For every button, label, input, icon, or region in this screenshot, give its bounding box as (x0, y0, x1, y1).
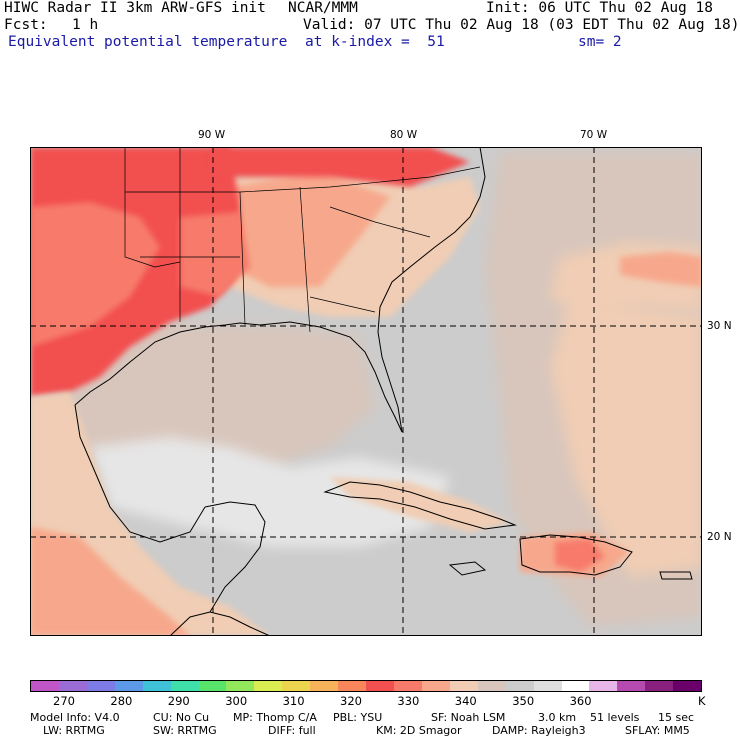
level-label: at k-index = 51 (305, 34, 445, 50)
colorbar-tick-label: 330 (397, 694, 420, 708)
pbl-scheme: PBL: YSU (333, 711, 383, 724)
colorbar-swatch (310, 681, 339, 691)
valid-time: Valid: 07 UTC Thu 02 Aug 18 (03 EDT Thu … (303, 17, 740, 33)
cuba-outline (323, 481, 517, 530)
colorbar-swatch (673, 681, 702, 691)
lat-label-30n: 30 N (707, 320, 732, 332)
colorbar-swatch (226, 681, 255, 691)
surface-scheme: SF: Noah LSM (431, 711, 506, 724)
se-us-warmer (230, 172, 390, 287)
coastlines (74, 147, 693, 636)
cumulus-scheme: CU: No Cu (153, 711, 210, 724)
colorbar-tick-label: 310 (282, 694, 305, 708)
colorbar-swatch (86, 681, 115, 691)
colorbar-swatch (142, 681, 171, 691)
colorbar-swatch (198, 681, 227, 691)
colorbar-swatch (449, 681, 478, 691)
colorbar-swatch (561, 681, 590, 691)
colorbar-swatch (31, 681, 59, 691)
vertical-levels: 51 levels (590, 711, 640, 724)
mexico-gulf-coast (74, 404, 206, 543)
colorbar (30, 680, 702, 692)
colorbar-tick-label: 340 (454, 694, 477, 708)
border-line (125, 166, 481, 193)
diffusion-option: DIFF: full (268, 724, 316, 737)
colorbar-swatch (338, 681, 367, 691)
colorbar-swatch (393, 681, 422, 691)
border-line (329, 206, 431, 238)
map-frame (30, 147, 702, 636)
colorbar-swatch (533, 681, 562, 691)
timestep: 15 sec (658, 711, 695, 724)
lon-label-70w: 70 W (580, 129, 608, 141)
colorbar-tick-label: 280 (110, 694, 133, 708)
colorbar-tick-label: 270 (53, 694, 75, 708)
mississippi-salmon (180, 212, 250, 297)
microphysics-scheme: MP: Thomp C/A (233, 711, 317, 724)
longwave-scheme: LW: RRTMG (43, 724, 105, 737)
lon-label-90w: 90 W (198, 129, 226, 141)
forecast-label: Fcst: (4, 17, 48, 33)
colorbar-tick-label: 290 (167, 694, 190, 708)
colorbar-tick-label: 360 (569, 694, 592, 708)
florida-east-coast (377, 147, 486, 433)
hispaniola-outline (519, 534, 633, 576)
colorbar-swatch (366, 681, 394, 691)
field-name: Equivalent potential temperature (8, 34, 288, 50)
cuba-warm (330, 477, 510, 532)
colorbar-swatch (421, 681, 450, 691)
texas-inner-salmon (30, 202, 160, 347)
colorbar-tick-label: 300 (225, 694, 248, 708)
us-gulf-coast (74, 321, 403, 433)
surface-layer-option: SFLAY: MM5 (625, 724, 690, 737)
puerto-rico-outline (659, 571, 693, 580)
colorbar-swatch (58, 681, 87, 691)
organization-label: NCAR/MMM (288, 0, 358, 16)
colorbar-swatch (477, 681, 506, 691)
tennessee-red (210, 147, 470, 187)
theta-e-map (30, 147, 702, 636)
colorbar-tick-label: 350 (512, 694, 535, 708)
atlantic-warm-core (620, 252, 702, 287)
lat-label-20n: 20 N (707, 531, 732, 543)
border-line (309, 296, 376, 313)
colorbar-swatch (170, 681, 199, 691)
hispaniola-core (555, 539, 605, 572)
colorbar-swatch (114, 681, 143, 691)
shortwave-scheme: SW: RRTMG (153, 724, 217, 737)
colorbar-swatch (282, 681, 311, 691)
smoothing-label: sm= 2 (578, 34, 622, 50)
colorbar-tick-label: 320 (340, 694, 362, 708)
atlantic-south-warm (550, 297, 702, 577)
colorbar-swatch (589, 681, 618, 691)
mexico-warmer (30, 527, 190, 636)
border-line (239, 191, 246, 326)
colorbar-swatch (505, 681, 534, 691)
colorbar-swatch (254, 681, 283, 691)
colorbar-unit: K (698, 694, 706, 708)
gulf-field (70, 322, 375, 477)
jamaica-outline (448, 561, 487, 576)
init-time: Init: 06 UTC Thu 02 Aug 18 (486, 0, 713, 16)
lon-label-80w: 80 W (390, 129, 418, 141)
forecast-hour: 1 h (72, 17, 99, 33)
colorbar-swatch (645, 681, 674, 691)
km-option: KM: 2D Smagor (376, 724, 462, 737)
damping-option: DAMP: Rayleigh3 (492, 724, 586, 737)
model-title: HIWC Radar II 3km ARW-GFS init (4, 0, 266, 16)
state-borders (124, 147, 481, 333)
caribbean-light (90, 437, 450, 547)
border-line (124, 147, 181, 268)
grid-spacing: 3.0 km (538, 711, 577, 724)
graticule (30, 147, 702, 636)
border-line (299, 186, 311, 333)
model-info: Model Info: V4.0 (30, 711, 120, 724)
central-america-coast (169, 611, 271, 636)
yucatan-coast (204, 501, 266, 613)
colorbar-swatch (617, 681, 646, 691)
